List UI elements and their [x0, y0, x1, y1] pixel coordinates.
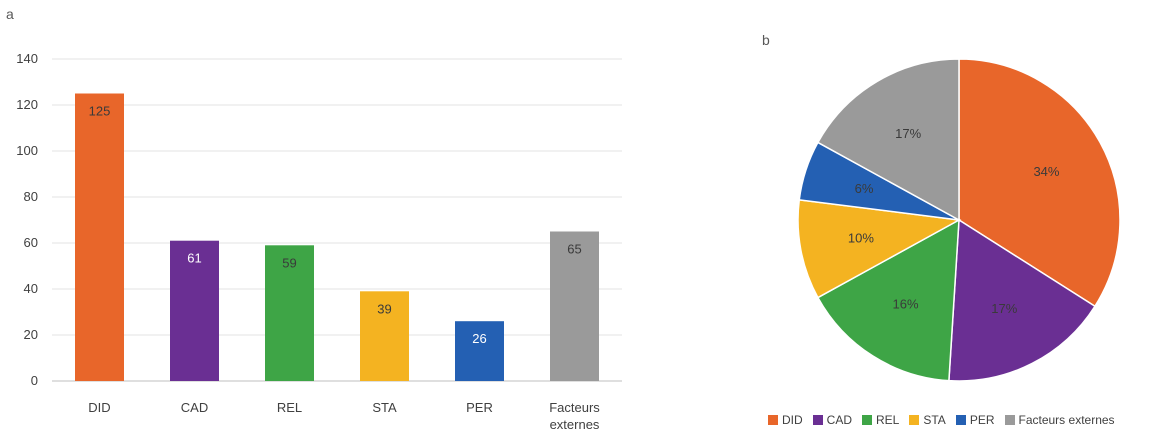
legend-swatch [862, 415, 873, 425]
bar-data-label: 61 [187, 251, 201, 266]
legend-swatch [955, 415, 966, 425]
pie-slice-rel [816, 218, 960, 382]
pie-data-label: 17% [895, 126, 921, 141]
bar-per [455, 321, 504, 381]
y-tick-label: 140 [16, 51, 38, 66]
bar-data-label: 26 [472, 331, 486, 346]
x-category-label: STA [372, 400, 397, 415]
pie-slice-did [958, 58, 1121, 308]
pie-data-label: 10% [848, 231, 874, 246]
legend-item: CAD [812, 413, 853, 427]
bar-data-label: 65 [567, 242, 581, 257]
legend-swatch [768, 415, 778, 425]
y-tick-label: 120 [16, 97, 38, 112]
legend-label: DID [782, 413, 803, 427]
x-category-label: Facteurs [549, 400, 600, 415]
legend-label: REL [876, 413, 900, 427]
panel-label-b: b [762, 32, 770, 48]
y-tick-label: 80 [24, 189, 38, 204]
bar-data-label: 125 [89, 104, 111, 119]
pie-data-label: 6% [855, 181, 874, 196]
pie-slice-facteurs-externes [816, 58, 960, 222]
bar-facteurs-externes [550, 231, 599, 381]
legend-label: STA [923, 413, 946, 427]
legend-item: REL [862, 413, 899, 427]
legend-swatch [812, 415, 823, 425]
legend-item: STA [909, 413, 946, 427]
pie-slice-sta [797, 198, 962, 299]
pie-slice-cad [948, 218, 1096, 382]
bar-cad [170, 240, 219, 381]
bar-sta [360, 291, 409, 381]
x-category-label: PER [466, 400, 493, 415]
bar-rel [265, 245, 314, 381]
x-category-label: CAD [181, 400, 208, 415]
legend-swatch [1004, 415, 1015, 425]
x-category-label: REL [277, 400, 302, 415]
legend-item: Facteurs externes [1004, 413, 1115, 427]
panel-label-a: a [6, 6, 14, 22]
pie-data-label: 34% [1033, 164, 1059, 179]
y-tick-label: 0 [31, 373, 38, 388]
x-category-label: DID [88, 400, 110, 415]
pie-data-label: 17% [991, 301, 1017, 316]
legend-label: Facteurs externes [1018, 413, 1115, 427]
y-tick-label: 60 [24, 235, 38, 250]
legend-label: CAD [826, 413, 853, 427]
pie-data-label: 16% [892, 296, 918, 311]
legend-item: DID [768, 413, 803, 427]
bar-did [75, 93, 124, 381]
pie-legend: DID CAD REL STA PER Facteurs externes [768, 413, 1115, 427]
bar-data-label: 59 [282, 255, 296, 270]
y-tick-label: 40 [24, 281, 38, 296]
y-tick-label: 20 [24, 327, 38, 342]
legend-item: PER [955, 413, 995, 427]
x-category-label: externes [550, 417, 600, 430]
legend-label: PER [969, 413, 995, 427]
bar-data-label: 39 [377, 301, 391, 316]
legend-swatch [909, 415, 920, 425]
y-tick-label: 100 [16, 143, 38, 158]
bar-chart: 0 20 40 60 80 100 120 140 125 DID 61 CAD 59 REL 39 STA 2… [16, 51, 622, 430]
